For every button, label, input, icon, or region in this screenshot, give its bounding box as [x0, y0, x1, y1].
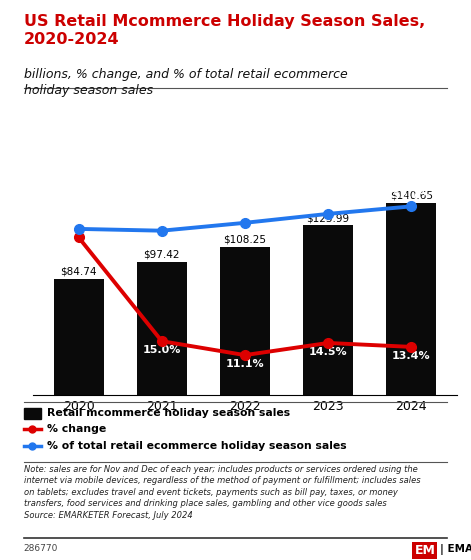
Text: 13.4%: 13.4%: [392, 351, 430, 361]
Bar: [54, 279, 104, 395]
Bar: [220, 247, 270, 395]
Text: % change: % change: [47, 424, 106, 434]
Text: US Retail Mcommerce Holiday Season Sales,
2020-2024: US Retail Mcommerce Holiday Season Sales…: [24, 14, 425, 47]
Text: 46.4%: 46.4%: [59, 211, 98, 221]
Text: 15.0%: 15.0%: [143, 346, 181, 355]
Text: EM: EM: [414, 544, 435, 557]
Text: billions, % change, and % of total retail ecommerce
holiday season sales: billions, % change, and % of total retai…: [24, 68, 347, 97]
Text: 52.7%: 52.7%: [392, 189, 430, 199]
Text: 11.1%: 11.1%: [226, 359, 264, 369]
Text: $97.42: $97.42: [144, 250, 180, 260]
Text: Note: sales are for Nov and Dec of each year; includes products or services orde: Note: sales are for Nov and Dec of each …: [24, 465, 420, 520]
Text: | EMARKETER: | EMARKETER: [440, 544, 471, 556]
Text: 44.0%: 44.0%: [59, 241, 98, 251]
Text: 50.6%: 50.6%: [309, 197, 347, 207]
Text: 48.1%: 48.1%: [226, 206, 264, 216]
Bar: [303, 225, 353, 395]
Text: 286770: 286770: [24, 544, 58, 553]
Text: $123.99: $123.99: [307, 213, 349, 223]
Bar: [386, 203, 436, 395]
Text: 45.9%: 45.9%: [142, 214, 181, 224]
Text: $108.25: $108.25: [223, 235, 267, 245]
Text: $84.74: $84.74: [60, 267, 97, 277]
Bar: [137, 262, 187, 395]
Text: Retail mcommerce holiday season sales: Retail mcommerce holiday season sales: [47, 408, 290, 418]
Text: 14.5%: 14.5%: [309, 347, 347, 357]
Text: % of total retail ecommerce holiday season sales: % of total retail ecommerce holiday seas…: [47, 441, 347, 451]
Text: $140.65: $140.65: [390, 190, 433, 200]
